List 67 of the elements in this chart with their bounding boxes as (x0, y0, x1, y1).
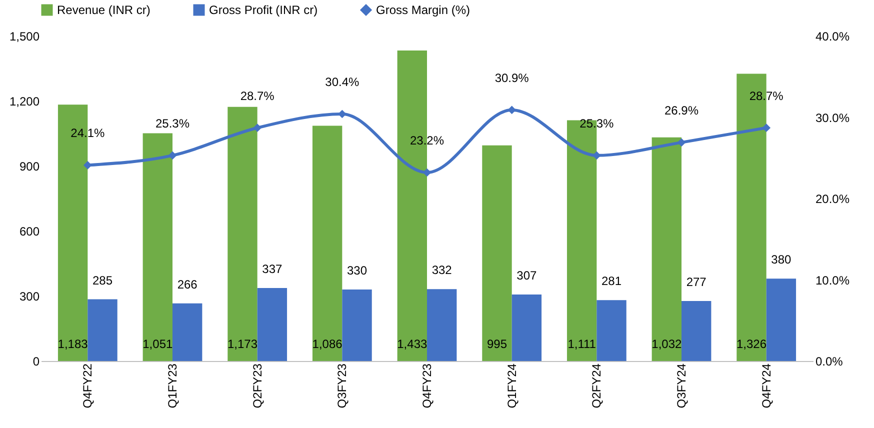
data-label: 1,173 (227, 337, 258, 351)
x-tick-label: Q2FY24 (590, 363, 604, 408)
bar (482, 145, 512, 361)
data-label: 330 (346, 264, 368, 278)
data-label: 307 (516, 268, 538, 282)
data-label: 28.7% (749, 88, 784, 103)
x-tick-label: Q1FY24 (504, 363, 519, 408)
x-tick-label: Q2FY23 (250, 363, 264, 408)
bar (766, 278, 796, 361)
bar (342, 290, 372, 361)
y2-tick-label: 30.0% (816, 110, 850, 125)
data-label: 1,032 (652, 337, 682, 351)
data-label: 281 (602, 274, 622, 288)
bar (512, 294, 542, 361)
data-label: 337 (262, 262, 283, 276)
x-tick-label: Q3FY23 (335, 363, 350, 408)
legend-label: Gross Margin (%) (376, 3, 470, 17)
data-label: 380 (771, 252, 792, 267)
bar (88, 299, 118, 361)
legend-label: Revenue (INR cr) (57, 3, 150, 17)
point (168, 151, 177, 160)
bar (682, 300, 712, 361)
y-tick-label: 0 (32, 354, 40, 368)
data-label: 30.4% (325, 75, 360, 89)
data-label: 1,086 (312, 337, 343, 351)
x-tick-label: Q1FY23 (165, 363, 180, 408)
x-tick-label: Q4FY24 (759, 363, 774, 408)
data-label: 1,326 (736, 337, 767, 351)
y-tick-label: 300 (19, 290, 40, 304)
y2-tick-label: 20.0% (816, 192, 850, 206)
data-label: 24.1% (70, 126, 105, 140)
bar (257, 288, 288, 361)
y2-tick-label: 40.0% (816, 30, 850, 44)
y-tick-label: 1,500 (9, 30, 40, 44)
data-label: 285 (92, 273, 113, 288)
data-label: 1,051 (142, 337, 173, 351)
y2-tick-label: 0.0% (816, 354, 844, 368)
y-tick-label: 600 (19, 224, 40, 238)
data-label: 25.3% (155, 116, 190, 130)
point (253, 124, 262, 132)
x-tick-label: Q3FY24 (674, 363, 689, 408)
y2-tick-label: 10.0% (816, 273, 850, 288)
point (762, 124, 771, 132)
y-tick-label: 1,200 (9, 94, 40, 108)
data-label: 26.9% (664, 103, 699, 118)
data-label: 25.3% (580, 116, 614, 130)
bar (172, 303, 202, 361)
bar (312, 126, 342, 361)
point (677, 138, 686, 147)
legend-label: Gross Profit (INR cr) (209, 3, 318, 17)
bar (142, 133, 172, 361)
bar (652, 137, 682, 361)
data-label: 277 (686, 274, 707, 289)
data-label: 1,111 (568, 337, 596, 351)
data-label: 28.7% (240, 88, 275, 103)
data-label: 30.9% (494, 70, 530, 85)
bar (596, 300, 626, 361)
data-label: 995 (486, 337, 508, 351)
x-tick-label: Q4FY23 (420, 363, 434, 408)
data-label: 1,183 (58, 337, 88, 351)
bar (228, 106, 258, 361)
y-tick-label: 900 (19, 160, 40, 174)
data-label: 266 (177, 277, 198, 292)
data-label: 332 (432, 263, 452, 278)
x-tick-label: Q4FY22 (80, 363, 95, 408)
bar (427, 289, 457, 361)
data-label: 1,433 (397, 337, 428, 351)
